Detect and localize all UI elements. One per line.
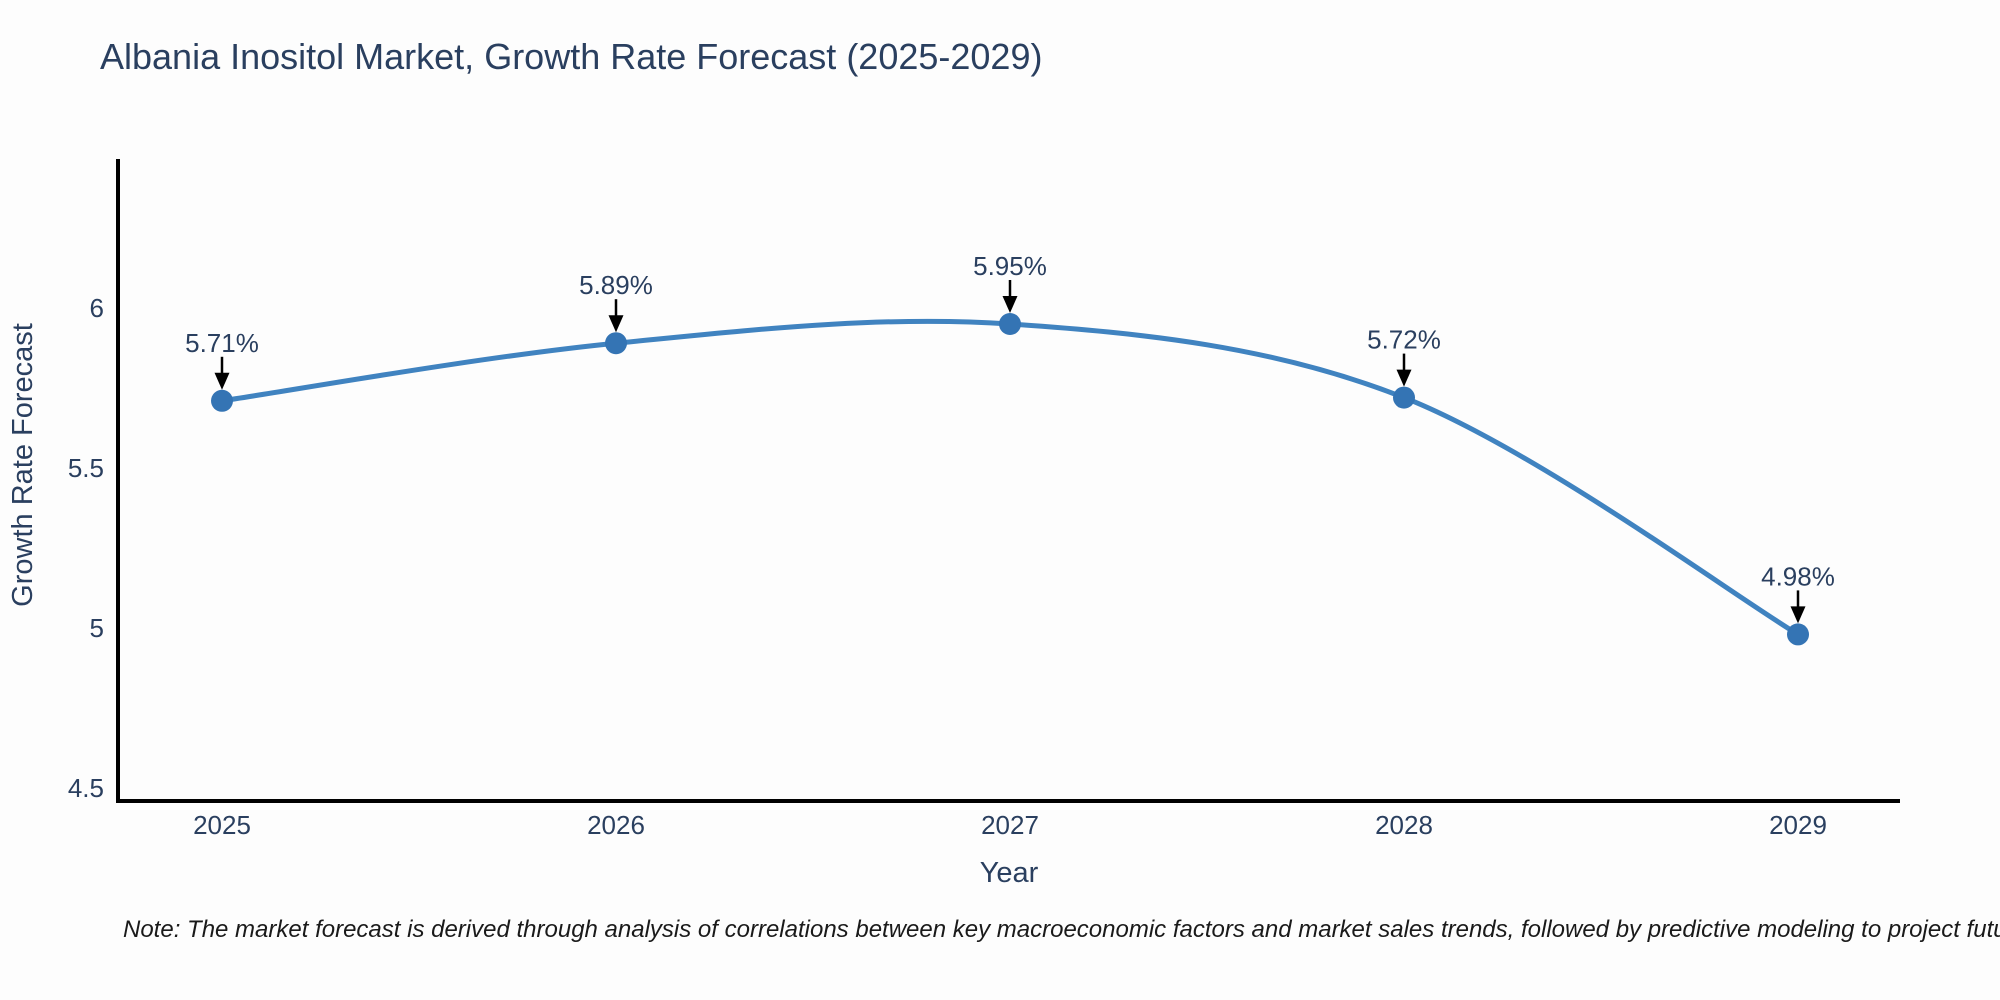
chart-title: Albania Inositol Market, Growth Rate For… xyxy=(100,36,1043,77)
x-tick-label: 2025 xyxy=(193,810,251,840)
annotation-arrowhead-icon xyxy=(608,315,624,333)
x-tick-label: 2026 xyxy=(587,810,645,840)
data-point-label: 5.95% xyxy=(973,251,1047,281)
x-tick-label: 2029 xyxy=(1769,810,1827,840)
data-point-marker[interactable] xyxy=(1393,386,1415,409)
data-point-marker[interactable] xyxy=(1787,623,1809,646)
annotation-arrowhead-icon xyxy=(214,372,230,390)
data-point-label: 5.72% xyxy=(1367,325,1441,355)
data-point-label: 5.71% xyxy=(185,328,259,358)
data-point-marker[interactable] xyxy=(999,313,1021,335)
data-point-marker[interactable] xyxy=(605,332,627,355)
data-point-marker[interactable] xyxy=(211,389,233,412)
annotation-arrowhead-icon xyxy=(1396,369,1412,387)
forecast-line-series xyxy=(219,318,1801,637)
annotation-arrowhead-icon xyxy=(1790,606,1806,624)
data-point-label: 5.89% xyxy=(579,270,653,300)
y-axis-title: Growth Rate Forecast xyxy=(7,323,39,607)
footnote: Note: The market forecast is derived thr… xyxy=(123,916,2000,943)
data-point-label: 4.98% xyxy=(1761,561,1835,591)
y-tick-label: 6 xyxy=(90,293,104,323)
y-tick-label: 4.5 xyxy=(68,773,104,803)
x-tick-label: 2027 xyxy=(981,810,1039,840)
annotation-arrowhead-icon xyxy=(1002,296,1018,313)
y-tick-label: 5.5 xyxy=(68,453,104,483)
y-tick-label: 5 xyxy=(90,613,104,643)
x-tick-label: 2028 xyxy=(1375,810,1433,840)
x-axis-title: Year xyxy=(980,857,1039,889)
